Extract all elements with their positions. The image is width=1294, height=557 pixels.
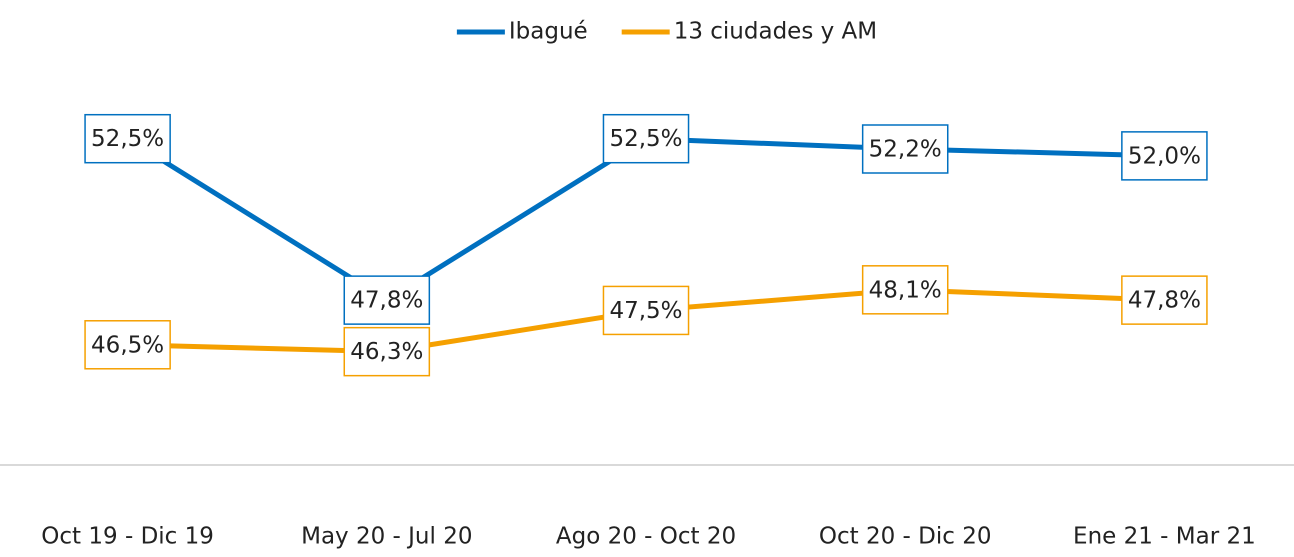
data-label-box [861,265,949,315]
data-label-text: 47,8% [1128,288,1201,314]
data-label-box [861,124,949,174]
data-label-text: 46,5% [91,332,164,358]
x-tick-label: Oct 20 - Dic 20 [819,524,992,550]
data-label-box [343,275,431,325]
data-label-box [84,320,171,370]
x-tick-label: Ene 21 - Mar 21 [1073,524,1256,550]
data-label: 47,5% [602,285,690,336]
legend-label: Ibagué [509,19,588,45]
data-label: 47,8% [343,275,431,325]
data-label: 52,2% [861,124,949,174]
data-label: 52,5% [84,113,171,164]
data-label: 52,0% [1121,131,1208,181]
data-label: 46,5% [84,320,171,370]
data-label-text: 47,5% [609,298,682,324]
data-label-text: 46,3% [350,339,423,365]
legend: Ibagué 13 ciudades y AM [456,19,877,45]
data-label-text: 52,0% [1128,143,1201,169]
data-label: 48,1% [861,265,949,315]
data-label: 46,3% [343,326,431,377]
data-label-box [84,113,171,164]
x-tick-label: Ago 20 - Oct 20 [556,524,736,550]
data-label: 47,8% [1121,275,1208,325]
data-label-text: 52,5% [91,126,164,152]
data-label-text: 52,2% [869,137,942,163]
data-label-box [1121,275,1208,325]
data-label-box [602,113,690,164]
x-tick-label: May 20 - Jul 20 [301,524,472,550]
data-label-text: 47,8% [350,288,423,314]
data-label-box [343,326,431,377]
data-label: 52,5% [602,113,690,164]
data-label-box [602,285,690,336]
data-label-text: 48,1% [869,277,942,303]
data-label-box [1121,131,1208,181]
data-label-text: 52,5% [609,126,682,152]
legend-label: 13 ciudades y AM [674,19,877,45]
x-tick-label: Oct 19 - Dic 19 [41,524,214,550]
